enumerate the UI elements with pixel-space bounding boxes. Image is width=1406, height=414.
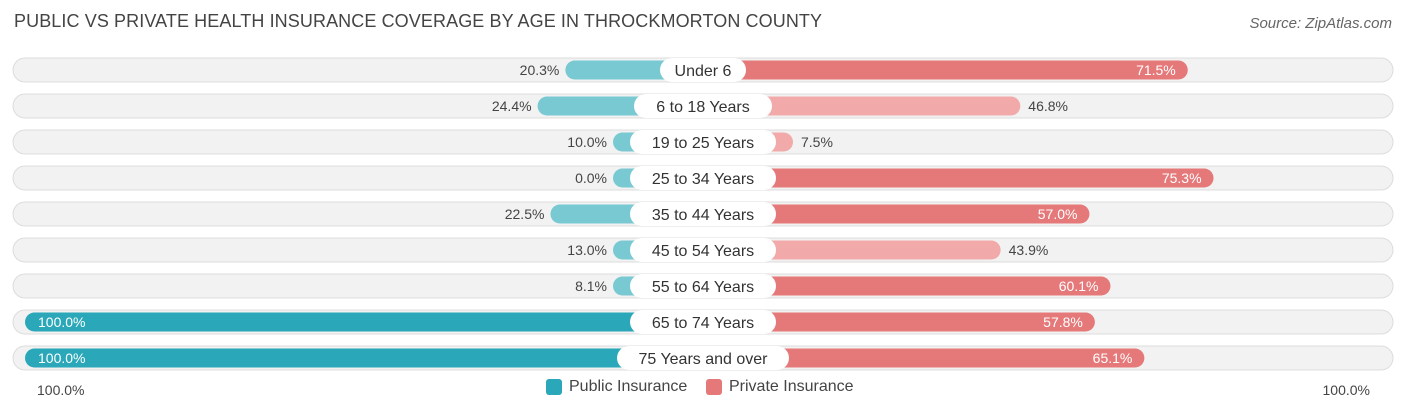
legend-swatch-public	[546, 379, 562, 395]
category-pill	[630, 274, 776, 298]
data-label-public: 100.0%	[38, 350, 85, 366]
data-label-public: 20.3%	[520, 62, 560, 78]
bar-public	[25, 348, 703, 368]
data-label-public: 13.0%	[567, 242, 607, 258]
axis-label-left: 100.0%	[37, 382, 85, 398]
bar-private	[703, 96, 1021, 116]
bar-private	[703, 204, 1090, 224]
category-label: 25 to 34 Years	[652, 171, 754, 188]
data-label-private: 71.5%	[1136, 62, 1176, 78]
category-label: 6 to 18 Years	[656, 99, 749, 116]
category-pill	[630, 166, 776, 190]
category-label: Under 6	[675, 63, 732, 80]
category-pill	[630, 202, 776, 226]
bar-private	[703, 312, 1095, 332]
data-label-private: 43.9%	[1009, 242, 1049, 258]
bar-private	[703, 168, 1214, 188]
data-label-public: 24.4%	[492, 98, 532, 114]
legend-item-private: Private Insurance	[706, 378, 854, 396]
data-label-public: 10.0%	[567, 134, 607, 150]
legend-label-public: Public Insurance	[569, 378, 688, 395]
category-pill	[630, 130, 776, 154]
data-label-public: 100.0%	[38, 314, 85, 330]
category-pill	[630, 310, 776, 334]
bar-private	[703, 276, 1111, 296]
category-pill	[660, 58, 746, 82]
legend-item-public: Public Insurance	[546, 378, 687, 396]
data-label-private: 60.1%	[1059, 278, 1099, 294]
data-label-public: 8.1%	[575, 278, 607, 294]
legend: Public Insurance Private Insurance	[0, 378, 1406, 402]
data-label-private: 57.0%	[1038, 206, 1078, 222]
category-pill	[634, 94, 772, 118]
data-label-private: 65.1%	[1093, 350, 1133, 366]
chart-title: PUBLIC VS PRIVATE HEALTH INSURANCE COVER…	[14, 11, 823, 31]
legend-label-private: Private Insurance	[729, 378, 854, 395]
legend-swatch-private	[706, 379, 722, 395]
data-label-public: 0.0%	[575, 170, 607, 186]
data-label-private: 75.3%	[1162, 170, 1202, 186]
category-label: 55 to 64 Years	[652, 279, 754, 296]
bar-private	[703, 240, 1001, 260]
data-label-private: 46.8%	[1028, 98, 1068, 114]
category-pill	[630, 238, 776, 262]
category-label: 35 to 44 Years	[652, 207, 754, 224]
source-label: Source: ZipAtlas.com	[1249, 15, 1392, 32]
bar-private	[703, 60, 1188, 80]
bar-private	[703, 348, 1145, 368]
category-label: 45 to 54 Years	[652, 243, 754, 260]
data-label-public: 22.5%	[505, 206, 545, 222]
category-label: 65 to 74 Years	[652, 315, 754, 332]
data-label-private: 7.5%	[801, 134, 833, 150]
data-label-private: 57.8%	[1043, 314, 1083, 330]
category-pill	[617, 346, 789, 370]
category-label: 19 to 25 Years	[652, 135, 754, 152]
axis-label-right: 100.0%	[1322, 382, 1370, 398]
category-label: 75 Years and over	[639, 351, 769, 368]
bar-public	[25, 312, 703, 332]
